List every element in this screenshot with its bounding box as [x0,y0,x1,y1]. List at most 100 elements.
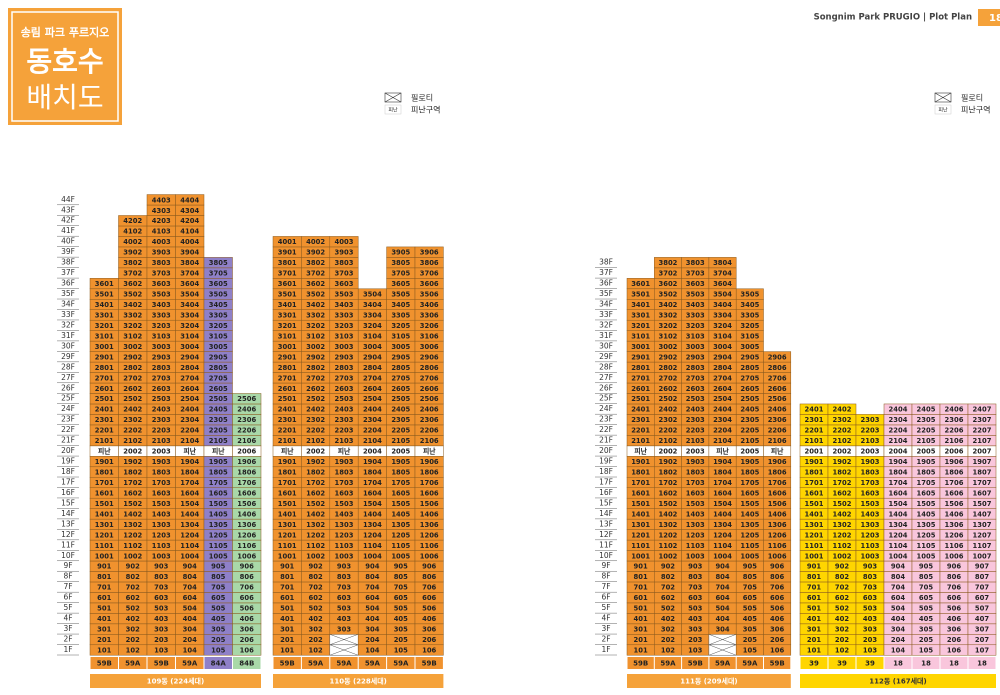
unit-cell [175,194,205,206]
unit-number: 3903 [335,249,354,257]
unit-number: 4303 [152,207,171,215]
unit-number: 1306 [420,521,439,529]
unit-cell [763,351,792,363]
unit-number: 3503 [152,291,171,299]
unit-number: 704 [715,584,729,592]
unit-number: 피난 [771,447,784,456]
floor-label: 44F [61,195,75,204]
unit-number: 2505 [740,395,759,403]
unit-number: 1004 [363,552,382,560]
unit-number: 1705 [917,479,936,487]
floor-label: 22F [61,425,75,434]
unit-number: 2802 [123,364,142,372]
unit-number: 1306 [237,521,256,529]
unit-number: 1006 [945,552,964,560]
unit-number: 701 [807,584,821,592]
unit-number: 3302 [658,311,677,319]
unit-number: 2101 [278,437,297,445]
unit-number: 1402 [306,510,325,518]
unit-number: 3804 [180,259,199,267]
unit-number: 2902 [306,353,325,361]
page-tab [978,9,1000,26]
unit-number: 1706 [420,479,439,487]
unit-number: 2401 [805,406,824,414]
unit-number: 1802 [123,469,142,477]
unit-number: 404 [365,615,379,623]
unit-number: 2706 [420,374,439,382]
unit-number: 2804 [363,364,382,372]
unit-number: 1003 [335,552,354,560]
unit-number: 202 [835,636,849,644]
unit-number: 3201 [95,322,114,330]
unit-number: 405 [743,615,757,623]
unit-number: 3802 [658,259,677,267]
floor-label: 29F [61,352,75,361]
unit-number: 2002 [658,448,677,456]
unit-number: 1203 [861,531,880,539]
unit-number: 303 [154,626,168,634]
unit-number: 1804 [363,469,382,477]
unit-number: 3202 [306,322,325,330]
unit-number: 1201 [278,531,297,539]
unit-number: 2502 [306,395,325,403]
unit-number: 2304 [180,416,199,424]
unit-type: 84B [239,660,254,668]
type-box [233,657,261,669]
unit-number: 1905 [209,458,228,466]
unit-number: 1001 [631,552,650,560]
unit-number: 1603 [335,489,354,497]
floor-label: 9F [601,561,610,570]
unit-number: 2204 [889,427,908,435]
unit-number: 3902 [123,249,142,257]
unit-number: 3301 [95,311,114,319]
unit-number: 2401 [278,406,297,414]
unit-number: 1103 [686,542,705,550]
unit-number: 1502 [306,500,325,508]
unit-number: 3803 [335,259,354,267]
unit-number: 2801 [278,364,297,372]
unit-number: 1803 [861,469,880,477]
unit-number: 3301 [631,311,650,319]
unit-number: 906 [422,563,436,571]
unit-number: 3502 [306,291,325,299]
unit-number: 2402 [833,406,852,414]
unit-number: 1203 [686,531,705,539]
unit-number: 1405 [391,510,410,518]
unit-number: 2104 [180,437,199,445]
unit-type: 18 [893,660,903,668]
unit-number: 3305 [740,311,759,319]
unit-number: 504 [715,605,729,613]
unit-number: 1804 [713,469,732,477]
unit-number: 1704 [180,479,199,487]
unit-number: 2405 [917,406,936,414]
unit-number: 2005 [740,448,759,456]
unit-number: 1004 [713,552,732,560]
unit-number: 907 [975,563,989,571]
unit-number: 3905 [391,249,410,257]
type-box [301,657,330,669]
unit-number: 1401 [805,510,824,518]
unit-number: 1104 [180,542,199,550]
floor-label: 17F [599,477,613,486]
unit-number: 1404 [713,510,732,518]
unit-number: 503 [154,605,168,613]
unit-number: 1503 [861,500,880,508]
unit-number: 2502 [658,395,677,403]
unit-number: 2101 [95,437,114,445]
unit-number: 506 [422,605,436,613]
unit-number: 1905 [917,458,936,466]
unit-cell [232,393,262,405]
unit-type: 18 [921,660,931,668]
unit-number: 3002 [658,343,677,351]
floor-label: 15F [61,498,75,507]
floor-label: 5F [601,603,610,612]
page-number: 18 [989,13,1000,24]
floor-label: 16F [61,488,75,497]
type-box [273,657,301,669]
unit-number: 2701 [631,374,650,382]
unit-number: 2401 [95,406,114,414]
refuge-icon [384,104,402,115]
unit-number: 106 [947,647,961,655]
unit-number: 1703 [152,479,171,487]
floor-label: 4F [601,614,610,623]
